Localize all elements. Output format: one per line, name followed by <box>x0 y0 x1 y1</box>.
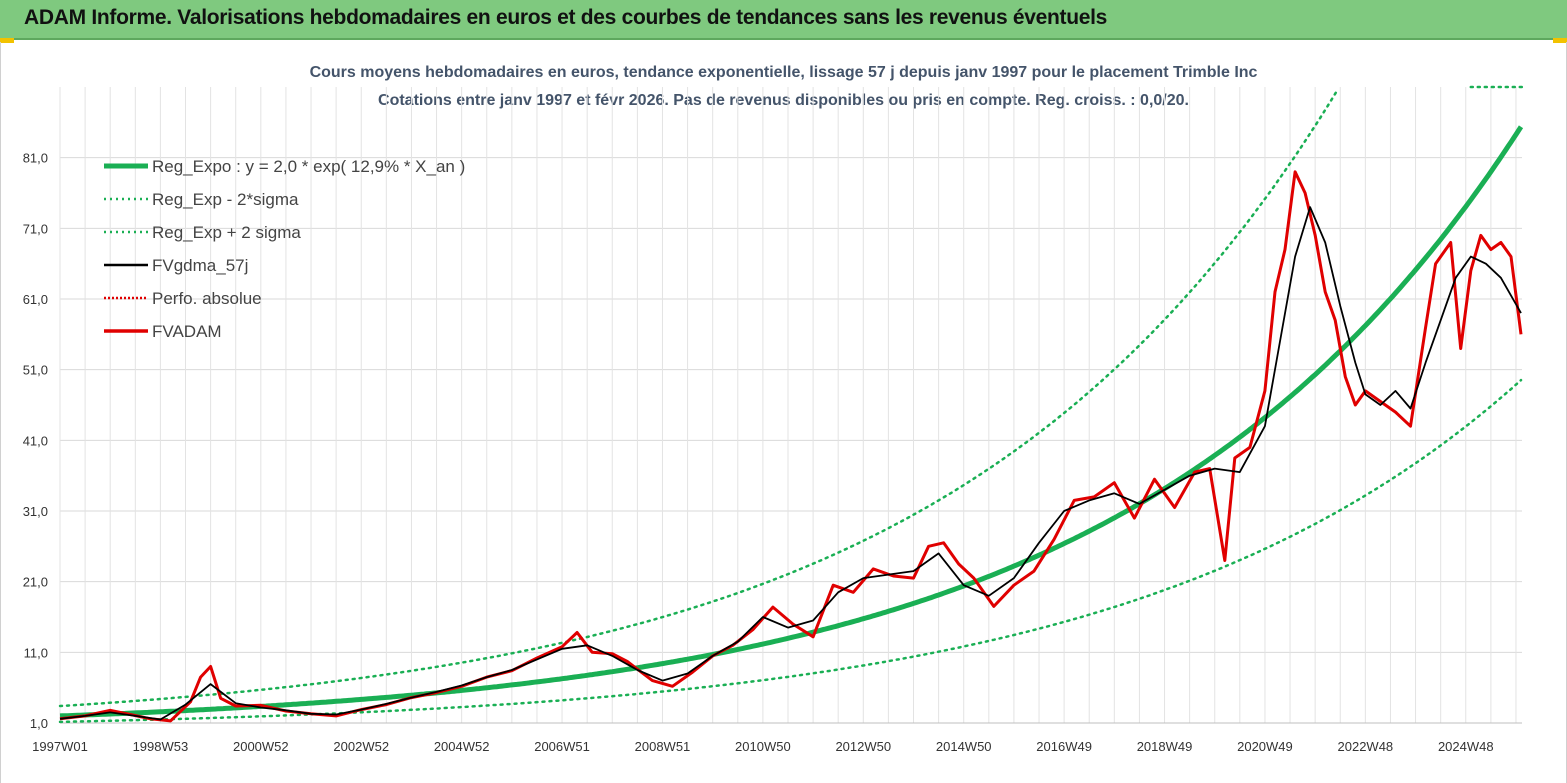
legend-label: Reg_Exp - 2*sigma <box>152 190 299 209</box>
y-tick-label: 61,0 <box>23 292 48 307</box>
x-tick-label: 1998W53 <box>133 739 189 754</box>
x-tick-label: 1997W01 <box>32 739 88 754</box>
reg-plus-2sigma-line <box>58 88 1339 708</box>
x-tick-label: 2006W51 <box>534 739 590 754</box>
corner-accent-left <box>0 38 14 43</box>
fvadam-line <box>59 170 1523 723</box>
corner-accent-right <box>1553 38 1567 43</box>
y-tick-label: 51,0 <box>23 363 48 378</box>
y-tick-label: 71,0 <box>23 221 48 236</box>
legend-label: Perfo. absolue <box>152 289 262 308</box>
x-tick-label: 2016W49 <box>1036 739 1092 754</box>
reg-expo-line <box>59 125 1524 719</box>
x-tick-label: 2008W51 <box>635 739 691 754</box>
x-axis-ticks: 1997W01 1998W53 2000W52 2002W52 2004W52 2006W… <box>32 739 1493 754</box>
legend-label: FVADAM <box>152 322 222 341</box>
x-tick-label: 2000W52 <box>233 739 289 754</box>
x-tick-label: 2012W50 <box>835 739 891 754</box>
x-tick-label: 2010W50 <box>735 739 791 754</box>
fvgdma-57j-line <box>59 206 1522 721</box>
gridlines <box>59 87 1522 724</box>
series-layer <box>58 85 1524 724</box>
y-tick-label: 41,0 <box>23 433 48 448</box>
y-tick-label: 11,0 <box>24 645 48 660</box>
chart-subtitle: Cotations entre janv 1997 et févr 2026. … <box>378 92 1189 109</box>
x-tick-label: 2004W52 <box>434 739 490 754</box>
x-tick-label: 2018W49 <box>1137 739 1193 754</box>
report-banner: ADAM Informe. Valorisations hebdomadaire… <box>0 0 1567 40</box>
y-axis-ticks: 1,0 11,0 21,0 31,0 41,0 51,0 61,0 71,0 81,0 <box>23 151 48 731</box>
x-tick-label: 2024W48 <box>1438 739 1494 754</box>
y-tick-label: 81,0 <box>23 151 48 166</box>
y-tick-label: 21,0 <box>23 575 48 590</box>
chart-title: Cours moyens hebdomadaires en euros, ten… <box>309 64 1258 81</box>
report-title: ADAM Informe. Valorisations hebdomadaire… <box>24 6 1108 29</box>
y-tick-label: 1,0 <box>30 716 48 731</box>
legend-label: FVgdma_57j <box>152 256 248 275</box>
x-tick-label: 2020W49 <box>1237 739 1293 754</box>
legend: Reg_Expo : y = 2,0 * exp( 12,9% * X_an )… <box>104 157 465 341</box>
x-tick-label: 2014W50 <box>936 739 992 754</box>
reg-minus-2sigma-line <box>58 378 1523 724</box>
x-tick-label: 2002W52 <box>333 739 389 754</box>
legend-label: Reg_Expo : y = 2,0 * exp( 12,9% * X_an ) <box>152 157 465 176</box>
y-tick-label: 31,0 <box>23 504 48 519</box>
legend-label: Reg_Exp + 2 sigma <box>152 223 301 242</box>
x-tick-label: 2022W48 <box>1338 739 1394 754</box>
